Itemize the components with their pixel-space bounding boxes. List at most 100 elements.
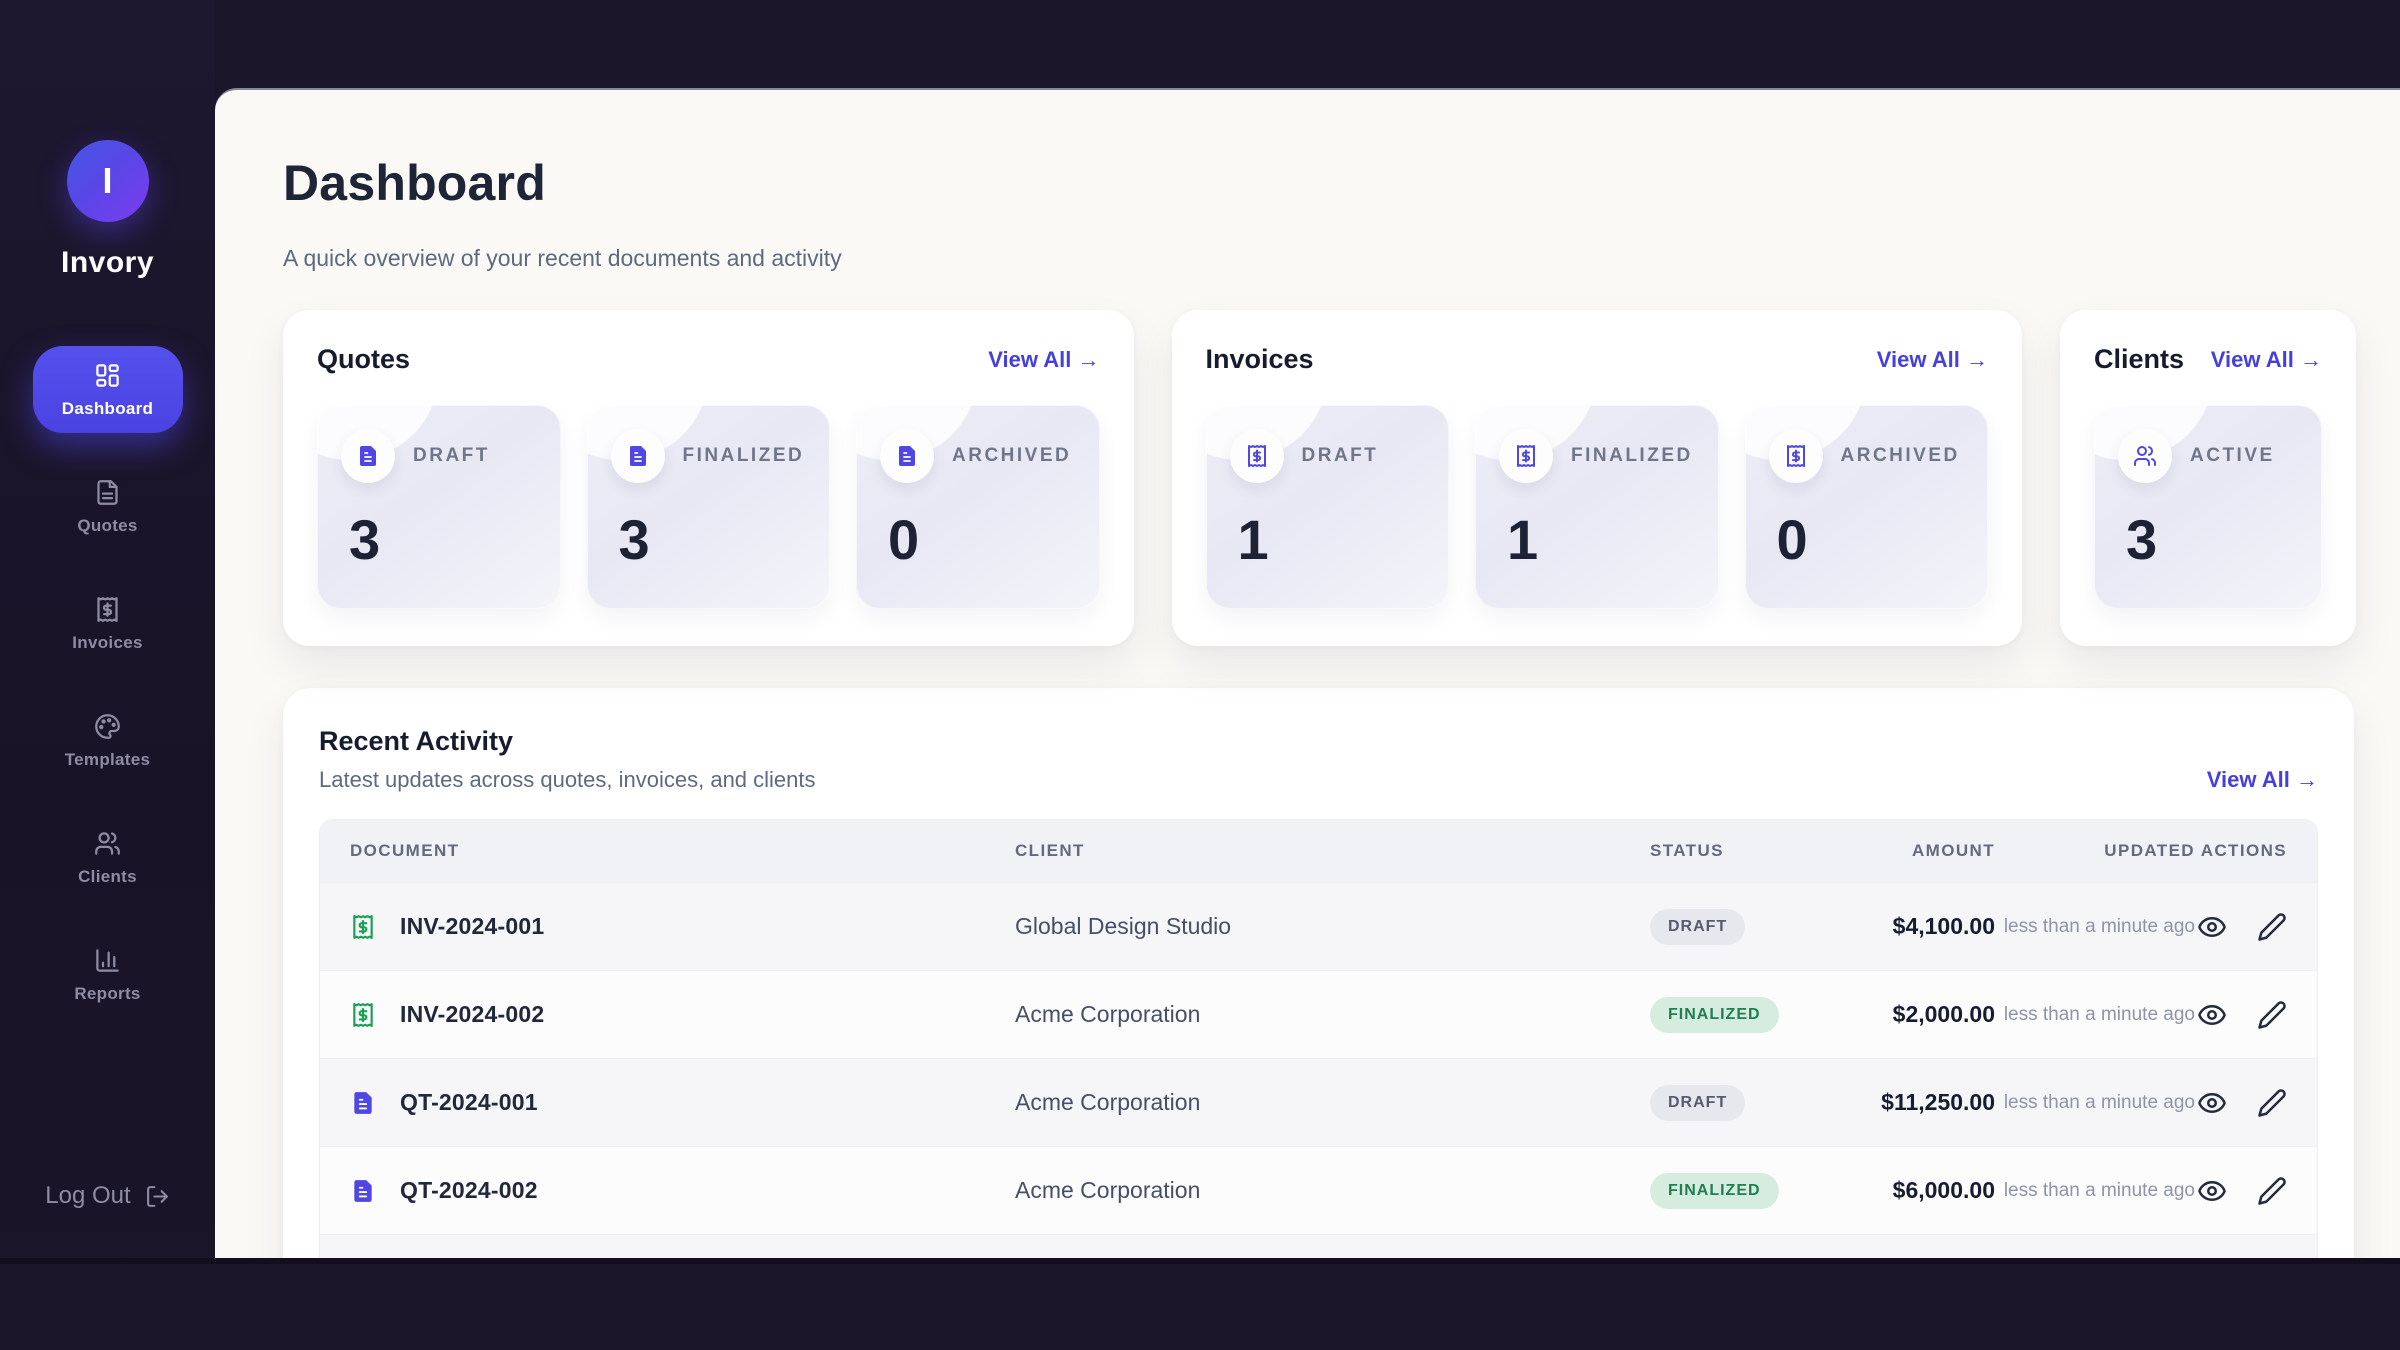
status-badge: DRAFT [1650, 908, 1746, 945]
quotes-draft-tile: DRAFT 3 [317, 405, 561, 609]
edit-button[interactable] [2257, 912, 2287, 942]
table-row: QT-2024-001 Acme Corporation DRAFT $11,2… [320, 1058, 2317, 1146]
invoice-receipt-icon [350, 914, 376, 940]
view-button[interactable] [2197, 1088, 2227, 1118]
updated-time: less than a minute ago [2003, 1003, 2195, 1025]
clients-active-tile: ACTIVE 3 [2094, 405, 2322, 609]
eye-icon [2197, 912, 2227, 942]
invoices-archived-tile: ARCHIVED 0 [1745, 405, 1989, 609]
invoices-card-title: Invoices [1205, 344, 1314, 374]
logout-icon [145, 1184, 170, 1209]
amount: $4,100.00 [1892, 913, 1995, 939]
amount: $2,000.00 [1892, 1001, 1995, 1027]
users-icon [94, 830, 121, 857]
file-text-icon [880, 429, 934, 483]
invoices-view-all-link[interactable]: View All → [1876, 346, 1988, 372]
pencil-icon [2257, 912, 2287, 942]
app-name: Invory [60, 246, 155, 279]
client-name: Acme Corporation [1015, 1089, 1201, 1115]
table-row: INV-2024-002 Acme Corporation FINALIZED … [320, 970, 2317, 1058]
view-button[interactable] [2197, 912, 2227, 942]
sidebar: I Invory Dashboard Quotes Invoices Templ [0, 0, 215, 1350]
pencil-icon [2257, 1088, 2287, 1118]
tile-value: 1 [1237, 508, 1269, 571]
quote-file-icon [350, 1090, 376, 1116]
invoice-receipt-icon [350, 1002, 376, 1028]
sidebar-item-quotes[interactable]: Quotes [33, 463, 183, 550]
updated-time: less than a minute ago [2003, 1179, 2195, 1201]
tile-value: 0 [888, 508, 920, 571]
edit-button[interactable] [2257, 1176, 2287, 1206]
quote-file-icon [350, 1178, 376, 1204]
quotes-view-all-link[interactable]: View All → [988, 346, 1100, 372]
amount: $11,250.00 [1881, 1089, 1995, 1115]
main-content: Dashboard A quick overview of your recen… [215, 88, 2400, 1258]
column-header-client: CLIENT [1015, 841, 1085, 860]
sidebar-item-dashboard[interactable]: Dashboard [32, 346, 183, 433]
sidebar-item-label: Dashboard [61, 399, 154, 418]
sidebar-item-label: Invoices [72, 633, 143, 652]
quotes-summary-card: Quotes View All → DRAFT 3 [283, 310, 1134, 646]
receipt-icon [1499, 429, 1553, 483]
users-icon [2118, 429, 2172, 483]
column-header-status: STATUS [1650, 841, 1724, 860]
sidebar-item-invoices[interactable]: Invoices [33, 580, 183, 667]
sidebar-item-reports[interactable]: Reports [33, 931, 183, 1018]
recent-activity-view-all-link[interactable]: View All → [2206, 767, 2318, 792]
sidebar-item-clients[interactable]: Clients [33, 814, 183, 901]
status-badge: DRAFT [1650, 1084, 1746, 1121]
client-name: Acme Corporation [1015, 1177, 1201, 1203]
invoices-draft-tile: DRAFT 1 [1206, 405, 1450, 609]
eye-icon [2197, 1176, 2227, 1206]
layout-dashboard-icon [94, 362, 121, 389]
summary-cards-row: Quotes View All → DRAFT 3 [283, 310, 2356, 646]
sidebar-nav: Dashboard Quotes Invoices Templates Clie… [0, 346, 215, 1048]
column-header-amount: AMOUNT [1912, 841, 1995, 860]
tile-label: ARCHIVED [1840, 445, 1960, 466]
sidebar-item-label: Reports [74, 984, 141, 1003]
updated-time: less than a minute ago [2003, 915, 2195, 937]
sidebar-item-label: Quotes [77, 516, 138, 535]
eye-icon [2197, 1000, 2227, 1030]
edit-button[interactable] [2257, 1088, 2287, 1118]
document-id: QT-2024-002 [400, 1177, 538, 1203]
table-row: QT-2024-003 TechStart Inc. FINALIZED $70… [320, 1234, 2317, 1258]
logout-button[interactable]: Log Out [0, 1182, 215, 1210]
tile-label: ARCHIVED [952, 445, 1072, 466]
view-button[interactable] [2197, 1000, 2227, 1030]
file-text-icon [610, 429, 665, 483]
app-logo-letter: I [102, 160, 113, 201]
quotes-finalized-tile: FINALIZED 3 [587, 405, 831, 609]
table-row: INV-2024-001 Global Design Studio DRAFT … [320, 882, 2317, 970]
document-id: INV-2024-002 [400, 1001, 545, 1027]
clients-view-all-link[interactable]: View All → [2210, 346, 2322, 372]
tile-value: 3 [349, 508, 381, 571]
tile-label: DRAFT [413, 445, 490, 466]
page-title: Dashboard [283, 154, 546, 211]
client-name: Acme Corporation [1015, 1001, 1201, 1027]
file-text-icon [94, 479, 121, 506]
eye-icon [2197, 1088, 2227, 1118]
document-id: INV-2024-001 [400, 913, 545, 939]
tile-value: 3 [2126, 508, 2158, 571]
recent-activity-table: DOCUMENT CLIENT STATUS AMOUNT UPDATED AC… [319, 819, 2318, 1258]
recent-activity-card: Recent Activity Latest updates across qu… [283, 688, 2354, 1258]
tile-label: ACTIVE [2190, 445, 2275, 466]
recent-activity-subtitle: Latest updates across quotes, invoices, … [319, 767, 816, 792]
client-name: Global Design Studio [1015, 913, 1232, 939]
quotes-archived-tile: ARCHIVED 0 [856, 405, 1100, 609]
receipt-icon [1229, 429, 1284, 483]
tile-label: DRAFT [1301, 445, 1379, 466]
tile-label: FINALIZED [682, 445, 805, 466]
clients-card-title: Clients [2094, 344, 2185, 374]
app-logo: I [66, 140, 149, 222]
edit-button[interactable] [2257, 1000, 2287, 1030]
file-text-icon [341, 429, 395, 483]
receipt-icon [1768, 429, 1823, 483]
pencil-icon [2257, 1000, 2287, 1030]
view-button[interactable] [2197, 1176, 2227, 1206]
column-header-document: DOCUMENT [350, 841, 460, 860]
sidebar-item-templates[interactable]: Templates [33, 697, 183, 784]
recent-activity-title: Recent Activity [319, 726, 514, 756]
quotes-card-title: Quotes [317, 344, 411, 374]
